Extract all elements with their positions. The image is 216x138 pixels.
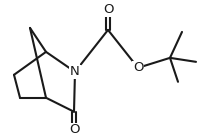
Text: O: O bbox=[69, 123, 79, 136]
Text: O: O bbox=[103, 3, 113, 16]
Text: N: N bbox=[70, 65, 80, 78]
Text: O: O bbox=[133, 61, 143, 74]
